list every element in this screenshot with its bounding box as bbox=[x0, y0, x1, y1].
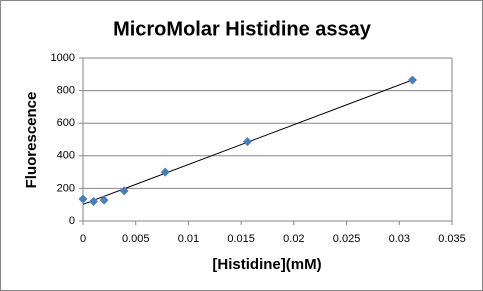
y-axis-label: Fluorescence bbox=[23, 92, 40, 189]
data-point bbox=[407, 75, 417, 85]
data-point bbox=[242, 137, 252, 147]
x-tick-label: 0.005 bbox=[122, 233, 150, 245]
y-tick-label: 0 bbox=[69, 215, 75, 227]
data-point bbox=[78, 194, 88, 204]
chart-title: MicroMolar Histidine assay bbox=[113, 18, 372, 40]
y-tick-label: 400 bbox=[57, 150, 75, 162]
x-tick-label: 0.01 bbox=[178, 233, 199, 245]
y-tick-label: 1000 bbox=[51, 52, 75, 64]
data-point bbox=[160, 167, 170, 177]
data-point bbox=[89, 196, 99, 206]
y-tick-label: 800 bbox=[57, 85, 75, 97]
x-tick-label: 0.03 bbox=[389, 233, 410, 245]
x-tick-label: 0.035 bbox=[438, 233, 466, 245]
x-tick-label: 0.015 bbox=[227, 233, 255, 245]
x-tick-label: 0.025 bbox=[333, 233, 361, 245]
data-point bbox=[99, 195, 109, 205]
y-tick-label: 600 bbox=[57, 117, 75, 129]
data-point bbox=[119, 186, 129, 196]
x-tick-label: 0 bbox=[80, 233, 86, 245]
x-tick-label: 0.02 bbox=[283, 233, 304, 245]
x-axis-label: [Histidine](mM) bbox=[212, 256, 321, 273]
y-tick-label: 200 bbox=[57, 182, 75, 194]
